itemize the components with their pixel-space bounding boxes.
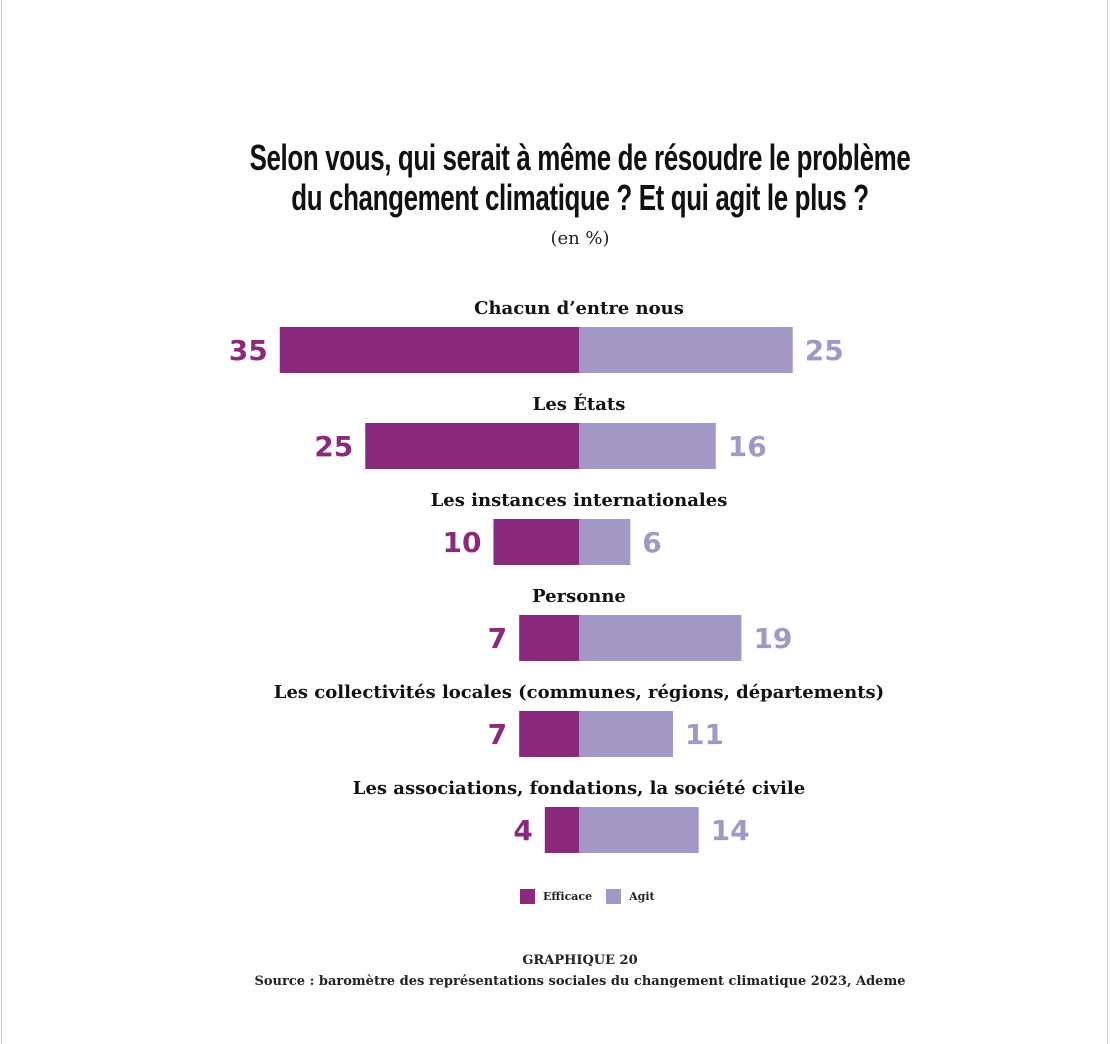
- figure-label: GRAPHIQUE 20: [522, 953, 638, 968]
- value-label-agit: 11: [685, 718, 724, 751]
- chart-title-line-2: du changement climatique ? Et qui agit l…: [291, 177, 869, 218]
- value-label-efficace: 4: [513, 814, 532, 847]
- bar-agit: [579, 615, 742, 661]
- category-label: Les instances internationales: [431, 490, 728, 511]
- category-label: Personne: [532, 586, 626, 607]
- value-label-efficace: 7: [488, 622, 507, 655]
- bar-agit: [579, 711, 674, 757]
- legend-label-efficace: Efficace: [543, 890, 593, 903]
- legend-label-agit: Agit: [629, 890, 655, 903]
- bar-efficace: [365, 423, 579, 469]
- legend-item-efficace: Efficace: [520, 889, 592, 904]
- bar-efficace: [279, 327, 579, 373]
- source-note: Source : baromètre des représentations s…: [254, 974, 906, 989]
- chart-title-line-1: Selon vous, qui serait à même de résoudr…: [249, 137, 911, 178]
- bar-efficace: [493, 519, 579, 565]
- chart-subtitle: (en %): [550, 228, 610, 249]
- legend-item-agit: Agit: [606, 889, 655, 904]
- value-label-agit: 16: [728, 430, 767, 463]
- category-label: Les États: [533, 392, 626, 415]
- value-label-agit: 6: [642, 526, 661, 559]
- chart-title: Selon vous, qui serait à même de résoudr…: [162, 138, 997, 218]
- legend-swatch-agit: [606, 889, 622, 904]
- bar-agit: [579, 423, 716, 469]
- bar-chart: Chacun d’entre nous 35 25 Les États 25 16 Les …: [229, 298, 884, 853]
- bar-efficace: [544, 807, 579, 853]
- bar-agit: [579, 807, 699, 853]
- value-label-agit: 25: [805, 334, 844, 367]
- legend-swatch-efficace: [520, 889, 535, 904]
- value-label-efficace: 7: [488, 718, 507, 751]
- value-label-agit: 14: [711, 814, 750, 847]
- category-label: Chacun d’entre nous: [474, 298, 684, 319]
- value-label-efficace: 35: [229, 334, 268, 367]
- bar-agit: [579, 519, 631, 565]
- value-label-efficace: 25: [314, 430, 353, 463]
- bar-efficace: [519, 711, 579, 757]
- caption: GRAPHIQUE 20 Source : baromètre des repr…: [0, 950, 1110, 992]
- legend: Efficace Agit: [520, 889, 669, 904]
- value-label-agit: 19: [753, 622, 792, 655]
- bar-agit: [579, 327, 793, 373]
- bar-efficace: [519, 615, 579, 661]
- category-label: Les associations, fondations, la société…: [353, 778, 805, 799]
- category-label: Les collectivités locales (communes, rég…: [274, 682, 884, 703]
- value-label-efficace: 10: [443, 526, 482, 559]
